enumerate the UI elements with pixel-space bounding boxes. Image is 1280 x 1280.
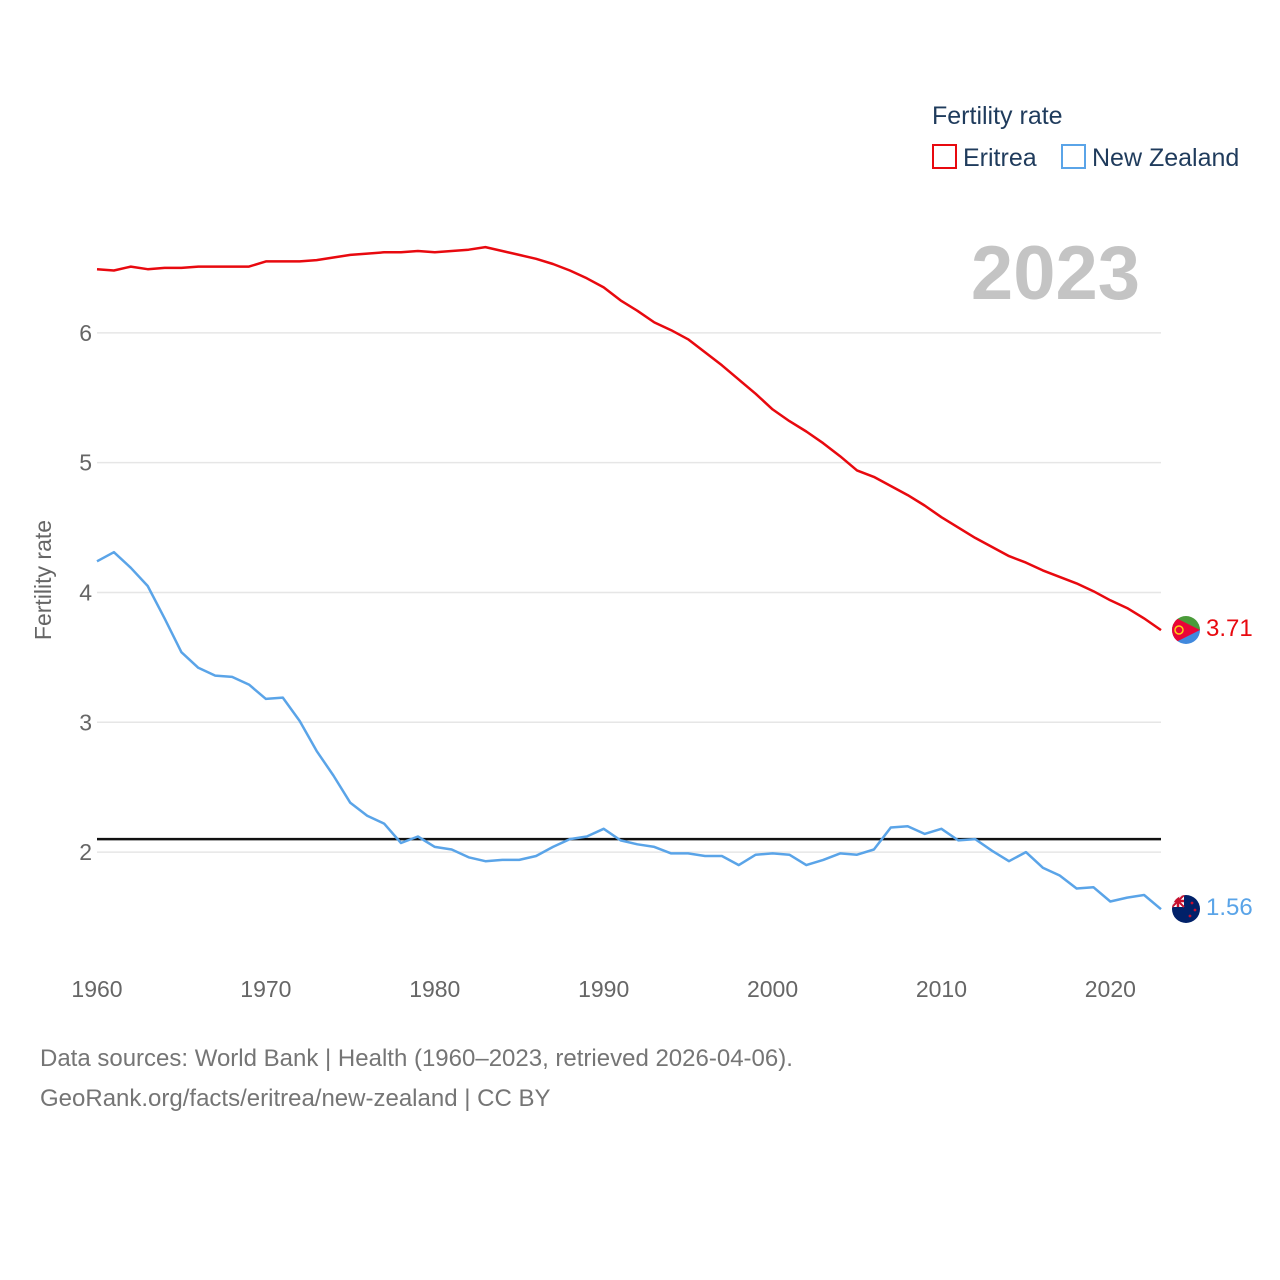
x-axis: 1960 1970 1980 1990 2000 2010 2020 [71,976,1136,1002]
grid [97,332,1161,853]
y-tick-label: 4 [79,579,92,605]
year-display: 2023 [971,231,1140,316]
footer-source: Data sources: World Bank | Health (1960–… [40,1045,793,1072]
x-tick-label: 2010 [916,976,967,1002]
y-axis: 2 3 4 5 6 [79,320,92,865]
y-tick-label: 3 [79,709,92,735]
x-tick-label: 2000 [747,976,798,1002]
end-label-eritrea: 3.71 [1206,615,1253,642]
x-tick-label: 1980 [409,976,460,1002]
x-tick-label: 1960 [71,976,122,1002]
series-line-new-zealand [96,550,1162,911]
legend: Fertility rate Eritrea New Zealand [932,102,1239,172]
new-zealand-flag-icon [1172,895,1200,923]
legend-label-new-zealand: New Zealand [1092,144,1239,172]
legend-label-eritrea: Eritrea [963,144,1037,172]
y-tick-label: 6 [79,320,92,346]
legend-swatch-eritrea [932,144,957,169]
footer-link[interactable]: GeoRank.org/facts/eritrea/new-zealand | … [40,1085,551,1112]
end-label-new-zealand: 1.56 [1206,894,1253,921]
legend-swatch-new-zealand [1061,144,1086,169]
y-tick-label: 5 [79,450,92,476]
x-tick-label: 1990 [578,976,629,1002]
legend-title: Fertility rate [932,102,1063,130]
y-axis-label: Fertility rate [30,520,56,640]
x-tick-label: 2020 [1085,976,1136,1002]
series-group [96,245,1162,911]
y-tick-label: 2 [79,839,92,865]
series-line-eritrea [96,245,1162,632]
eritrea-flag-icon [1172,616,1200,644]
x-tick-label: 1970 [240,976,291,1002]
